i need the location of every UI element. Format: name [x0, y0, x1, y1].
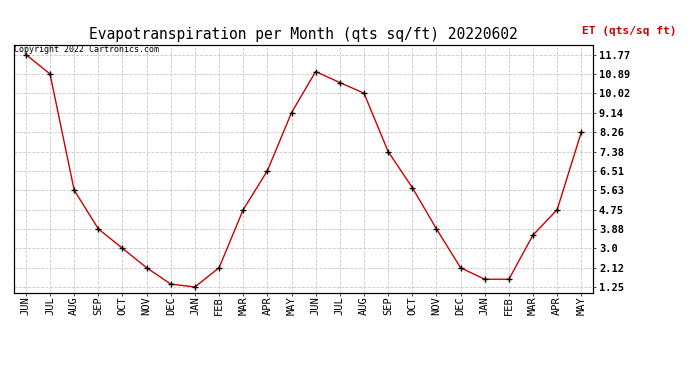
Text: Copyright 2022 Cartronics.com: Copyright 2022 Cartronics.com — [14, 45, 159, 54]
Title: Evapotranspiration per Month (qts sq/ft) 20220602: Evapotranspiration per Month (qts sq/ft)… — [89, 27, 518, 42]
Text: ET (qts/sq ft): ET (qts/sq ft) — [582, 26, 676, 36]
